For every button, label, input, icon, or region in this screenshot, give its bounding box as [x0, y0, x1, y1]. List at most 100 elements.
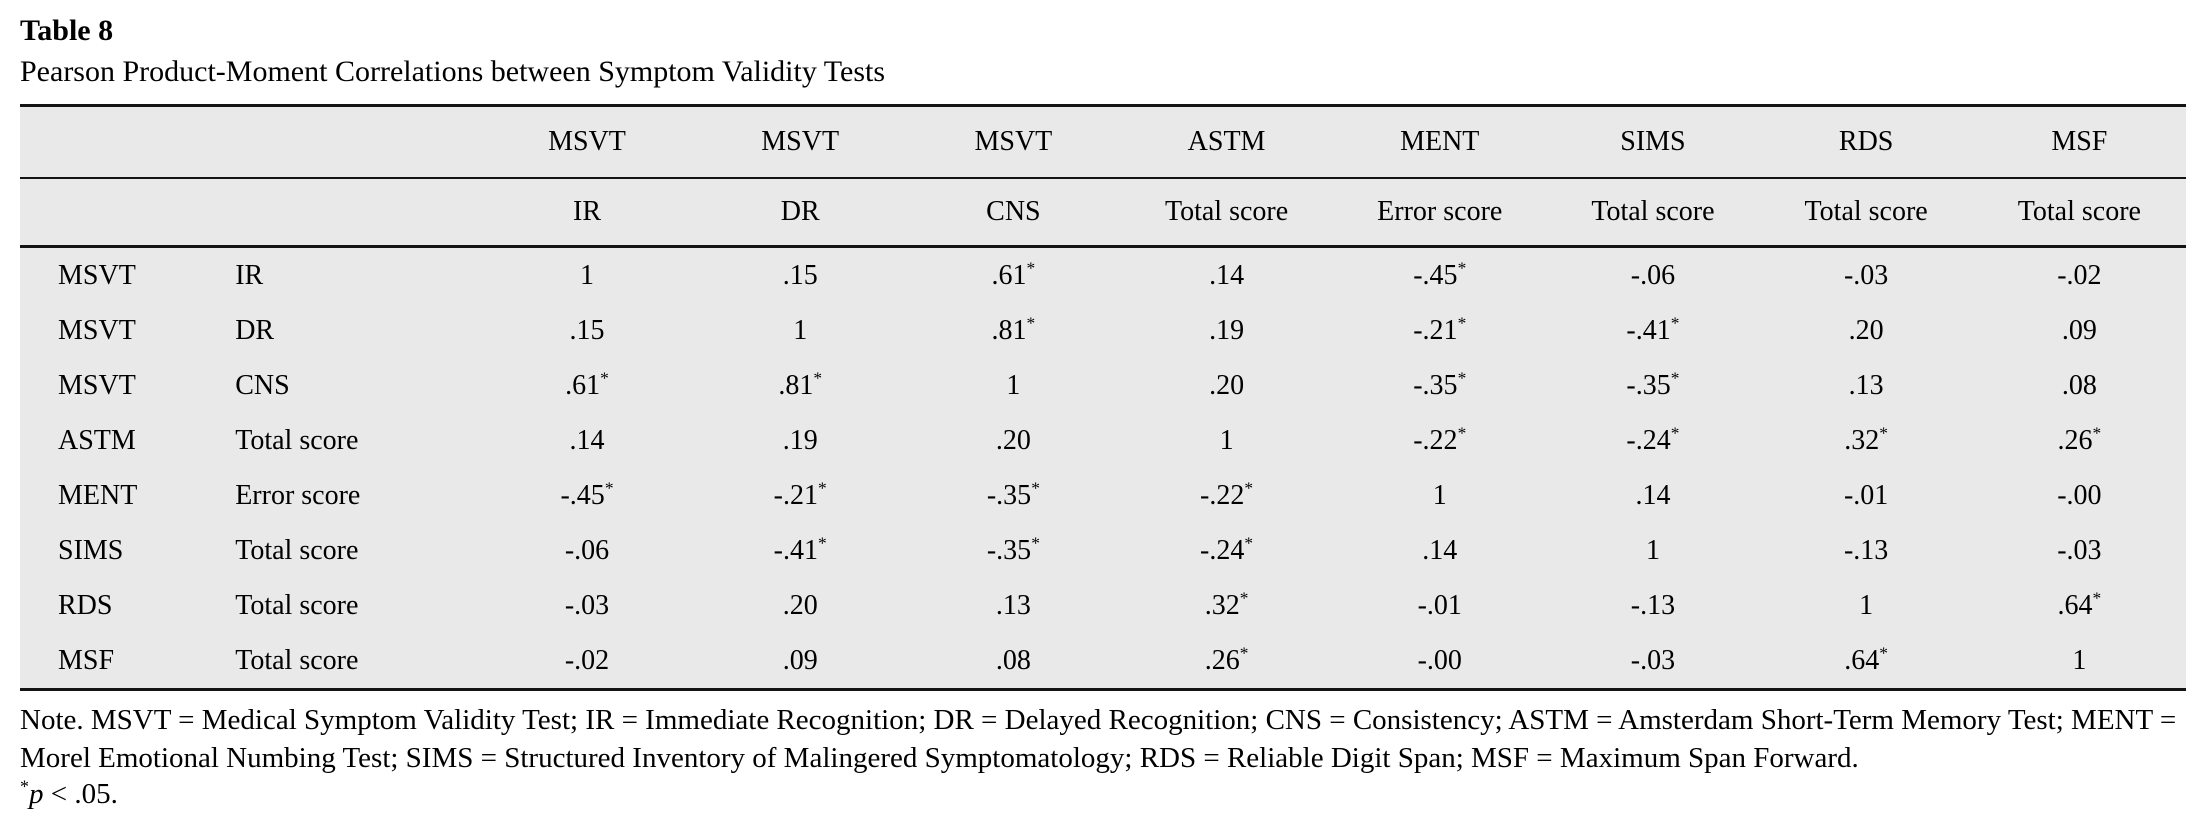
- correlation-cell: -.35*: [1413, 368, 1467, 401]
- correlation-cell: 1: [1432, 479, 1447, 511]
- column-subheader: Total score: [1119, 178, 1334, 248]
- correlation-cell: -.22*: [1200, 478, 1254, 511]
- column-subheader: IR: [480, 178, 694, 248]
- significance-asterisk: *: [1244, 533, 1254, 553]
- correlation-cell: -.02: [564, 644, 610, 676]
- correlation-cell: .26*: [1204, 643, 1249, 676]
- column-group-header: RDS: [1759, 105, 1973, 179]
- significance-asterisk: *: [1457, 423, 1467, 443]
- significance-asterisk: *: [1457, 313, 1467, 333]
- correlation-cell: .20: [1848, 314, 1884, 346]
- correlation-cell: .08: [995, 644, 1031, 676]
- row-score-label: IR: [235, 259, 264, 291]
- significance-asterisk: *: [813, 368, 823, 388]
- row-test-label: ASTM: [58, 424, 136, 456]
- correlation-cell: .32*: [1204, 588, 1249, 621]
- row-test-label: MSVT: [58, 369, 136, 401]
- correlation-cell: -.02: [2057, 259, 2102, 291]
- column-group-header: SIMS: [1546, 105, 1760, 179]
- row-score-label: Total score: [235, 534, 359, 566]
- significance-asterisk: *: [1670, 313, 1680, 333]
- significance-note: *p < .05.: [20, 777, 2186, 811]
- table-header: MSVT MSVT MSVT ASTM MENT SIMS RDS MSF IR DR CNS To…: [20, 105, 2186, 248]
- correlation-cell: -.01: [1417, 589, 1462, 621]
- correlation-cell: .09: [2061, 314, 2097, 346]
- significance-asterisk: *: [2092, 423, 2102, 443]
- column-group-header: MENT: [1333, 105, 1547, 179]
- correlation-cell: -.41*: [773, 533, 827, 566]
- correlation-cell: 1: [2072, 644, 2087, 676]
- header-empty-cell: [235, 178, 481, 248]
- correlation-cell: .32*: [1844, 423, 1888, 456]
- column-group-header: ASTM: [1119, 105, 1334, 179]
- significance-asterisk: *: [818, 478, 827, 498]
- table-row: MSVT CNS .61* .81* 1 .20 -.35* -.35* .13 .08: [20, 358, 2186, 413]
- table-row: MENT Error score -.45* -.21* -.35* -.22* 1 .14 -…: [20, 468, 2186, 523]
- row-score-label: Error score: [235, 479, 361, 511]
- correlation-cell: -.24*: [1200, 533, 1254, 566]
- significance-asterisk: *: [1031, 533, 1040, 553]
- significance-asterisk: *: [20, 776, 29, 797]
- correlation-cell: 1: [580, 259, 594, 291]
- correlation-cell: -.45*: [1413, 258, 1467, 291]
- significance-asterisk: *: [1031, 478, 1040, 498]
- correlation-cell: 1: [1859, 589, 1874, 621]
- significance-asterisk: *: [1026, 258, 1036, 278]
- correlation-table: MSVT MSVT MSVT ASTM MENT SIMS RDS MSF IR DR CNS To…: [20, 104, 2186, 691]
- table-row: RDS Total score -.03 .20 .13 .32* -.01 -.13 1 .64…: [20, 578, 2186, 633]
- correlation-cell: .20: [1209, 369, 1245, 401]
- correlation-cell: .13: [1848, 369, 1884, 401]
- correlation-cell: .26*: [2057, 423, 2102, 456]
- correlation-cell: -.03: [2057, 534, 2102, 566]
- table-row: MSF Total score -.02 .09 .08 .26* -.00 -.03 .64*…: [20, 633, 2186, 690]
- significance-p: p: [28, 778, 44, 810]
- column-subheader: Error score: [1333, 178, 1547, 248]
- row-score-label: Total score: [235, 424, 359, 456]
- header-empty-cell: [235, 105, 481, 179]
- column-subheader: Total score: [1972, 178, 2186, 248]
- column-subheader: Total score: [1759, 178, 1973, 248]
- correlation-cell: .08: [2061, 369, 2097, 401]
- correlation-cell: .13: [995, 589, 1031, 621]
- row-test-label: MSVT: [58, 314, 136, 346]
- correlation-cell: 1: [793, 314, 808, 346]
- row-test-label: MSVT: [58, 259, 136, 291]
- significance-asterisk: *: [1670, 368, 1680, 388]
- correlation-cell: -.21*: [773, 478, 827, 511]
- correlation-cell: .61*: [565, 368, 609, 401]
- significance-asterisk: *: [1244, 478, 1254, 498]
- row-score-label: DR: [235, 314, 275, 346]
- correlation-cell: -.00: [2057, 479, 2102, 511]
- row-test-label: SIMS: [58, 534, 124, 566]
- significance-asterisk: *: [1457, 258, 1467, 278]
- header-empty-cell: [20, 105, 236, 179]
- correlation-cell: .61*: [991, 258, 1036, 291]
- row-score-label: Total score: [235, 589, 359, 621]
- table-note: Note. MSVT = Medical Symptom Validity Te…: [20, 704, 2177, 774]
- significance-asterisk: *: [1457, 368, 1467, 388]
- correlation-cell: 1: [1219, 424, 1234, 456]
- correlation-cell: .09: [782, 644, 818, 676]
- header-empty-cell: [20, 178, 236, 248]
- row-score-label: Total score: [235, 644, 359, 676]
- column-subheader: CNS: [906, 178, 1120, 248]
- correlation-cell: .19: [1209, 314, 1245, 346]
- row-test-label: RDS: [58, 589, 113, 621]
- correlation-cell: 1: [1645, 534, 1660, 566]
- row-test-label: MSF: [58, 644, 115, 676]
- correlation-cell: -.03: [564, 589, 610, 621]
- correlation-cell: -.21*: [1413, 313, 1467, 346]
- correlation-cell: .19: [782, 424, 818, 456]
- correlation-cell: .15: [569, 314, 605, 346]
- correlation-cell: -.01: [1843, 479, 1889, 511]
- significance-asterisk: *: [1879, 643, 1888, 663]
- significance-asterisk: *: [818, 533, 827, 553]
- row-score-label: CNS: [235, 369, 290, 401]
- correlation-cell: -.24*: [1626, 423, 1680, 456]
- correlation-cell: -.03: [1630, 644, 1676, 676]
- column-group-header: MSVT: [906, 105, 1120, 179]
- significance-threshold: < .05.: [43, 778, 118, 810]
- correlation-cell: -.00: [1417, 644, 1462, 676]
- correlation-cell: .14: [569, 424, 605, 456]
